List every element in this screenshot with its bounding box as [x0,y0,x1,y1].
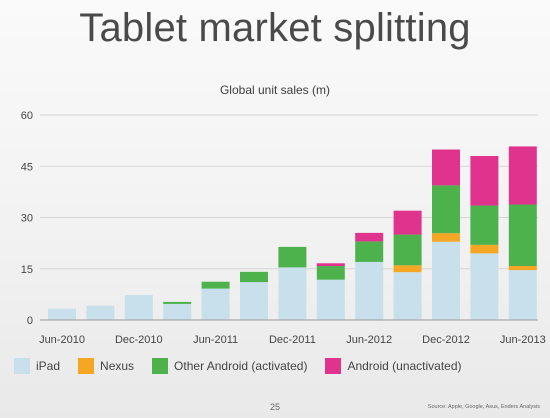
bar-segment-other-android-activated [508,204,537,267]
legend-swatch-nexus [78,358,95,374]
bar-segment-ipad [393,272,422,320]
x-tick-label: Dec-2011 [269,334,316,346]
bar-segment-ipad [124,295,153,320]
y-tick-label: 0 [27,315,33,327]
legend-swatch-other-android [152,358,169,374]
bar-segment-android-unactivated [508,146,537,205]
bar-segment-other-android-activated [393,234,422,266]
legend-label-ipad: iPad [36,359,61,373]
y-tick-label: 60 [21,110,33,122]
bar-segment-other-android-activated [432,185,460,234]
bar-segment-android-unactivated [316,263,345,267]
bar-segment-nexus [393,265,422,273]
legend-swatch-android-unactivated [325,358,342,374]
chart-legend: iPad Nexus Other Android (activated) And… [14,355,544,377]
page-number: 25 [269,402,280,412]
legend-item-ipad: iPad [14,358,60,374]
bar-segment-other-android-activated [470,205,499,245]
bar-segment-other-android-activated [201,281,230,289]
legend-label-android-unactivated: Android (unactivated) [347,359,462,373]
bar-segment-nexus [470,244,499,254]
y-tick-label: 30 [21,213,33,225]
slide-title: Tablet market splitting [79,6,471,50]
x-tick-label: Jun-2011 [193,334,238,346]
chart-subtitle: Global unit sales (m) [219,83,331,97]
bar-segment-android-unactivated [355,232,384,242]
bar-segment-other-android-activated [240,271,268,283]
bar-segment-ipad [201,288,230,320]
bar-segment-other-android-activated [278,246,307,268]
bar-segment-ipad [470,253,499,320]
bar-segment-ipad [48,308,76,320]
bar-segment-ipad [86,305,115,320]
bar-segment-ipad [240,282,268,320]
x-tick-label: Jun-2013 [500,334,546,346]
bar-segment-ipad [355,261,384,320]
bar-segment-ipad [316,279,345,320]
bar-segment-android-unactivated [470,156,499,206]
bar-segment-other-android-activated [316,266,345,280]
bar-segment-nexus [508,266,537,271]
bar-segment-nexus [432,233,460,242]
bar-segment-other-android-activated [355,241,384,262]
x-tick-label: Jun-2012 [346,334,392,346]
legend-label-other-android: Other Android (activated) [174,359,308,373]
legend-item-android-unactivated: Android (unactivated) [325,358,462,374]
bar-segment-ipad [432,241,460,320]
legend-item-other-android: Other Android (activated) [152,358,307,374]
legend-item-nexus: Nexus [78,358,134,374]
x-tick-label: Dec-2010 [115,334,163,346]
bar-segment-android-unactivated [393,210,422,235]
bar-segment-ipad [508,270,537,320]
y-tick-label: 15 [21,264,33,276]
x-tick-label: Jun-2010 [39,334,85,346]
legend-label-nexus: Nexus [100,359,135,373]
bar-segment-ipad [163,303,192,320]
bar-segment-ipad [278,267,307,320]
bar-segment-other-android-activated [163,301,192,304]
legend-swatch-ipad [14,358,30,374]
source-note: Source: Apple, Google, Asus, Enders Anal… [427,404,540,410]
bar-segment-android-unactivated [432,149,460,186]
y-tick-label: 45 [21,161,33,173]
x-tick-label: Dec-2012 [422,334,470,346]
